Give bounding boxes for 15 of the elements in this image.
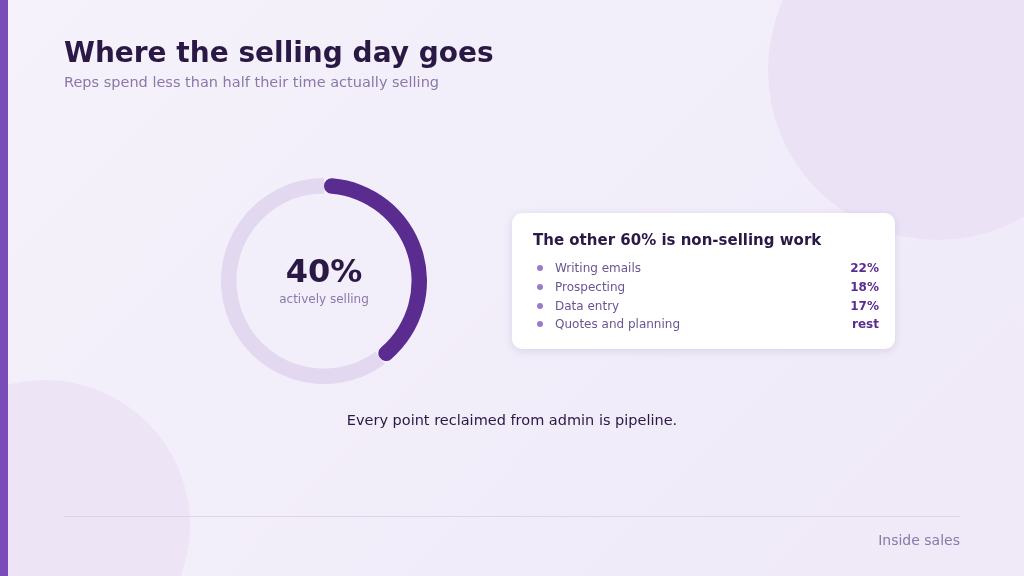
slice-label: actively selling [278,292,370,306]
category-label: Data entry [555,298,621,313]
chart-subtitle: Reps spend less than half their time actually selling [64,74,440,90]
text: 18% [850,280,879,295]
category-label: Prospecting [555,280,627,295]
text: rest [852,317,879,332]
category-label: Writing emails [555,261,642,276]
text: 22% [850,261,879,276]
chart-title: Where the selling day goes [64,36,494,69]
data-label: 40% [284,252,364,290]
category-label: Quotes and planning [555,317,681,332]
text: 17% [850,298,879,313]
text: The other 60% is non-selling work [533,231,823,249]
text: Inside sales [878,532,960,548]
text: Every point reclaimed from admin is pipeline. [345,412,679,428]
